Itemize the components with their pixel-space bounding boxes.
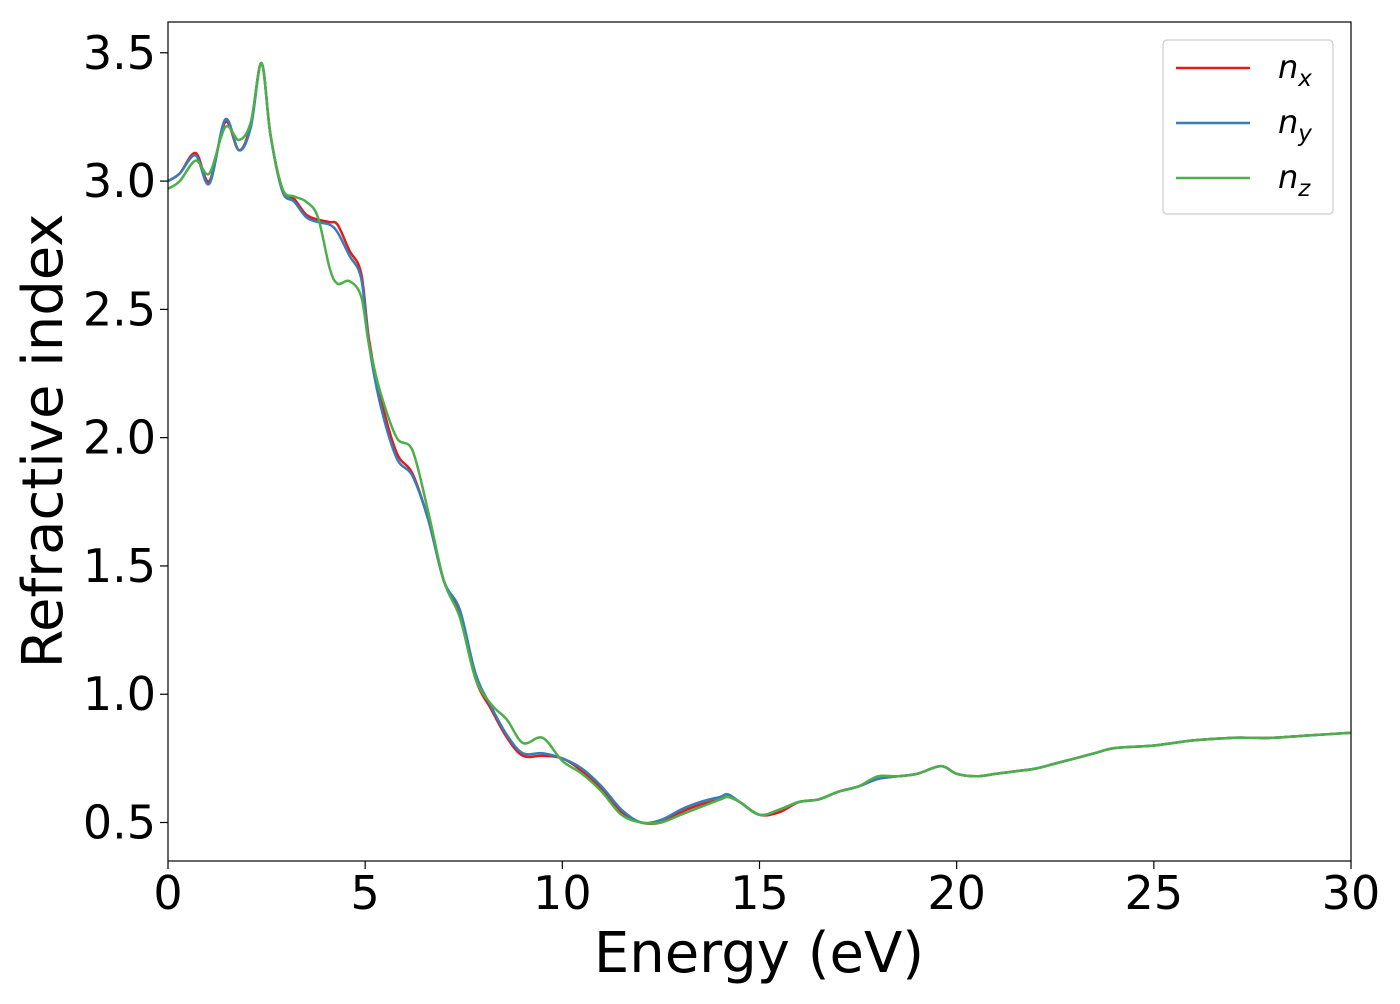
legend-box (1162, 39, 1334, 215)
x-tick-label: 20 (927, 866, 986, 920)
x-tick-label: 5 (351, 866, 380, 920)
y-tick-label: 3.5 (83, 26, 156, 80)
y-tick-label: 1.0 (83, 667, 156, 721)
y-tick-label: 0.5 (83, 796, 156, 850)
x-tick-label: 15 (730, 866, 789, 920)
x-axis-label: Energy (eV) (594, 921, 924, 986)
x-tick-label: 0 (153, 866, 182, 920)
x-axis-ticks: 0 5 10 15 20 25 30 (153, 861, 1380, 920)
x-tick-label: 25 (1125, 866, 1184, 920)
y-tick-label: 2.0 (83, 411, 156, 465)
y-axis-label: Refractive index (11, 214, 76, 669)
y-tick-label: 3.0 (83, 154, 156, 208)
plot-background (168, 22, 1351, 861)
x-tick-label: 10 (533, 866, 592, 920)
y-tick-label: 1.5 (83, 539, 156, 593)
series-layer (167, 61, 1352, 826)
series-line-n-z (167, 61, 1352, 825)
y-tick-label: 2.5 (83, 282, 156, 336)
y-axis-ticks: 0.5 1.0 1.5 2.0 2.5 3.0 3.5 (83, 26, 168, 850)
x-tick-label: 30 (1322, 866, 1381, 920)
